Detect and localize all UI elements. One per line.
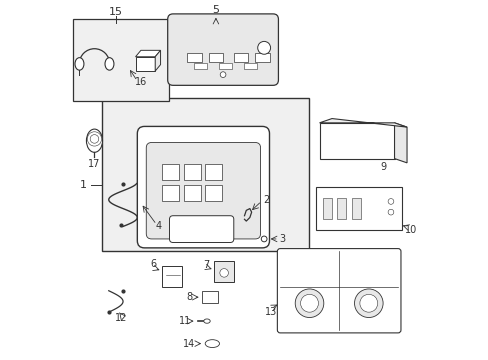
- Text: 6: 6: [150, 259, 156, 269]
- Circle shape: [359, 294, 377, 312]
- Ellipse shape: [205, 340, 219, 347]
- Ellipse shape: [75, 58, 84, 70]
- Text: 4: 4: [155, 221, 162, 231]
- Text: 9: 9: [380, 162, 386, 172]
- Text: 12: 12: [115, 312, 127, 323]
- Text: 3: 3: [278, 234, 285, 244]
- Bar: [162, 164, 179, 180]
- Bar: [183, 164, 201, 180]
- Bar: [73, 19, 169, 102]
- Text: 16: 16: [135, 77, 147, 87]
- FancyBboxPatch shape: [169, 216, 233, 243]
- Text: 10: 10: [404, 225, 416, 235]
- Bar: [102, 98, 308, 251]
- Ellipse shape: [86, 129, 102, 152]
- Bar: [205, 185, 222, 202]
- Bar: [205, 164, 222, 180]
- Ellipse shape: [105, 58, 114, 70]
- Bar: [187, 53, 201, 62]
- Circle shape: [300, 294, 318, 312]
- Circle shape: [387, 209, 393, 215]
- Polygon shape: [394, 123, 406, 163]
- Text: 8: 8: [186, 292, 192, 302]
- Ellipse shape: [203, 319, 210, 323]
- Text: 2: 2: [262, 195, 268, 204]
- Bar: [183, 185, 201, 202]
- Circle shape: [387, 199, 393, 204]
- Text: 11: 11: [179, 316, 191, 326]
- Bar: [201, 291, 217, 303]
- Bar: [194, 63, 206, 69]
- Bar: [315, 187, 401, 230]
- Circle shape: [220, 269, 228, 277]
- Bar: [162, 185, 179, 202]
- Bar: [351, 198, 360, 219]
- FancyBboxPatch shape: [137, 126, 269, 248]
- Text: 5: 5: [212, 5, 219, 15]
- Text: 1: 1: [80, 180, 87, 190]
- Bar: [255, 53, 269, 62]
- Circle shape: [257, 41, 270, 54]
- Circle shape: [295, 289, 323, 318]
- Circle shape: [220, 72, 225, 77]
- Bar: [337, 198, 346, 219]
- Text: 7: 7: [203, 260, 209, 270]
- Text: 13: 13: [264, 307, 277, 317]
- Text: 14: 14: [183, 339, 195, 348]
- Text: 15: 15: [109, 7, 122, 17]
- FancyBboxPatch shape: [146, 143, 260, 239]
- Polygon shape: [319, 118, 406, 127]
- Bar: [214, 261, 233, 282]
- Bar: [244, 63, 257, 69]
- Bar: [233, 53, 247, 62]
- Circle shape: [261, 236, 266, 242]
- Bar: [219, 63, 231, 69]
- Bar: [323, 198, 331, 219]
- Polygon shape: [155, 50, 160, 71]
- Bar: [208, 53, 223, 62]
- Polygon shape: [319, 123, 394, 158]
- Polygon shape: [135, 50, 160, 57]
- Circle shape: [354, 289, 382, 318]
- Bar: [162, 266, 182, 287]
- Text: 17: 17: [88, 159, 101, 169]
- FancyBboxPatch shape: [167, 14, 278, 85]
- Polygon shape: [135, 57, 155, 71]
- FancyBboxPatch shape: [277, 249, 400, 333]
